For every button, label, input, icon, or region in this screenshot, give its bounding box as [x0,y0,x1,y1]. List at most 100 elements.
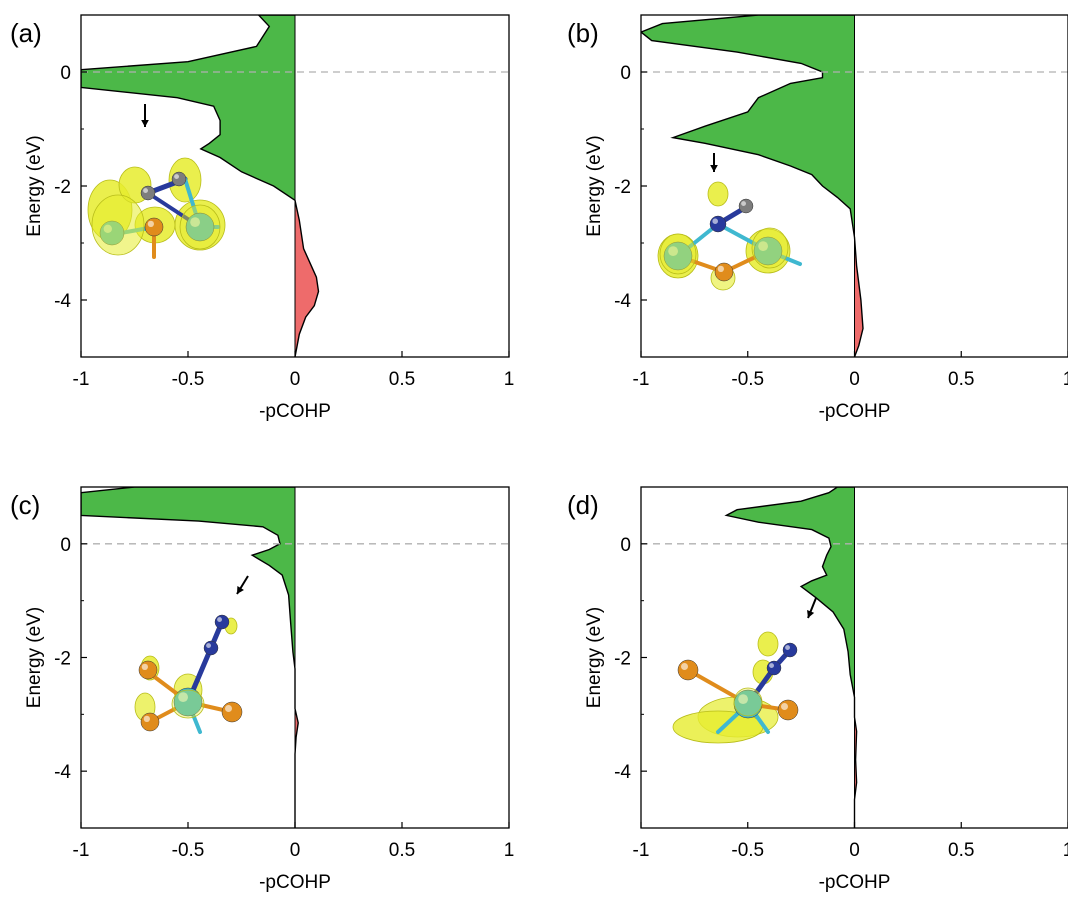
carbon-atom [140,185,156,201]
x-tick-label: 0.5 [948,369,974,390]
isosurface-lobe [659,233,697,275]
carbon-atom-highlight [174,174,179,179]
y-tick-label: -4 [54,291,71,312]
x-tick-label: 0.5 [389,840,415,861]
x-tick-label: 1 [1063,369,1068,390]
panel-a: -1 -0.5 0 0.5 1 0 -2 -4 -pCOHP Energy (eV) (a) [10,14,515,422]
carbon-atom-highlight [143,188,148,193]
x-tick-label: -1 [633,840,650,861]
orange-atom [677,659,699,681]
arrow-head [237,586,244,594]
bonding-area [641,15,855,357]
carbon-atom-highlight [741,201,746,206]
isosurface-lobe [751,227,789,269]
y-tick-label: 0 [60,535,71,556]
x-axis-title: -pCOHP [259,401,331,422]
x-tick-label: -1 [73,369,90,390]
metal-atom-highlight [178,692,189,702]
x-tick-label: 0 [290,840,301,861]
y-axis-title: Energy (eV) [24,135,45,236]
pcohp-curve [641,15,864,357]
orange-atom [140,712,160,732]
panel-label: (a) [10,18,42,48]
orange-atom-highlight [143,715,151,722]
y-tick-label: -2 [614,649,631,670]
pcohp-curve [81,487,299,828]
nitrogen-atom [203,640,219,656]
area-fills [81,15,320,357]
bonding-area [81,487,295,828]
orange-atom-highlight [681,663,688,670]
nitrogen-atom-highlight [712,218,718,224]
orange-atom-highlight [141,663,149,670]
orange-atom [221,701,243,723]
nitrogen-atom-highlight [785,645,790,650]
bonding-area [81,15,295,357]
area-fills [724,487,858,828]
orange-atom-highlight [717,265,724,272]
y-tick-label: -2 [54,177,71,198]
isosurface-lobe [733,687,763,717]
x-tick-label: -1 [73,840,90,861]
nitrogen-atom-highlight [206,643,211,648]
y-axis-title: Energy (eV) [584,607,605,708]
panel-b: -1 -0.5 0 0.5 1 0 -2 -4 -pCOHP Energy (eV) (b) [567,14,1068,422]
structure-inset [657,181,802,291]
y-tick-label: 0 [60,63,71,84]
y-tick-label: 0 [620,63,631,84]
y-tick-label: -2 [54,649,71,670]
panel-label: (b) [567,18,599,48]
isosurface-lobe [707,181,729,207]
isosurface-lobe [179,204,221,250]
orange-atom [144,217,164,237]
pcohp-curve [81,15,320,357]
panel-label: (c) [10,490,40,520]
structure-inset [672,631,799,744]
panel-d: -1 -0.5 0 0.5 1 0 -2 -4 -pCOHP Energy (eV) (d) [567,486,1068,893]
x-tick-label: -1 [633,369,650,390]
area-fills [641,15,864,357]
x-tick-label: 1 [1063,840,1068,861]
structure-inset [134,614,243,734]
y-axis-title: Energy (eV) [24,607,45,708]
area-fills [81,487,299,828]
x-tick-label: -0.5 [172,369,205,390]
x-tick-label: -0.5 [731,369,764,390]
metal-atom-highlight [190,217,201,228]
arrow-head [710,164,718,172]
isosurface-lobe [91,194,145,256]
x-tick-label: 1 [504,840,515,861]
orange-atom [777,699,799,721]
orange-atom-highlight [147,220,155,228]
y-tick-label: -4 [614,762,631,783]
x-axis-title: -pCOHP [819,872,891,893]
orange-atom-highlight [781,703,788,710]
nitrogen-atom [214,614,230,630]
x-tick-label: 1 [504,369,515,390]
carbon-atom [738,198,754,214]
panel-label: (d) [567,490,599,520]
bonding-area [726,487,855,828]
metal-atom-highlight [738,694,748,704]
x-axis-title: -pCOHP [259,872,331,893]
y-axis-title: Energy (eV) [584,135,605,236]
arrow-head [807,610,815,618]
x-tick-label: 0.5 [389,369,415,390]
orange-atom [714,262,734,282]
isosurface-lobe [171,689,205,719]
carbon-atom [171,171,187,187]
y-tick-label: -2 [614,177,631,198]
arrow-head [141,119,149,127]
nitrogen-atom-highlight [769,663,774,668]
x-tick-label: 0.5 [948,840,974,861]
antibonding-area [295,487,299,828]
structure-inset [87,157,226,259]
y-tick-label: 0 [620,535,631,556]
x-tick-label: 0 [849,840,860,861]
x-axis-title: -pCOHP [819,401,891,422]
nitrogen-atom [782,642,798,658]
x-tick-label: -0.5 [731,840,764,861]
pcohp-curve [724,487,858,828]
x-tick-label: 0 [849,369,860,390]
